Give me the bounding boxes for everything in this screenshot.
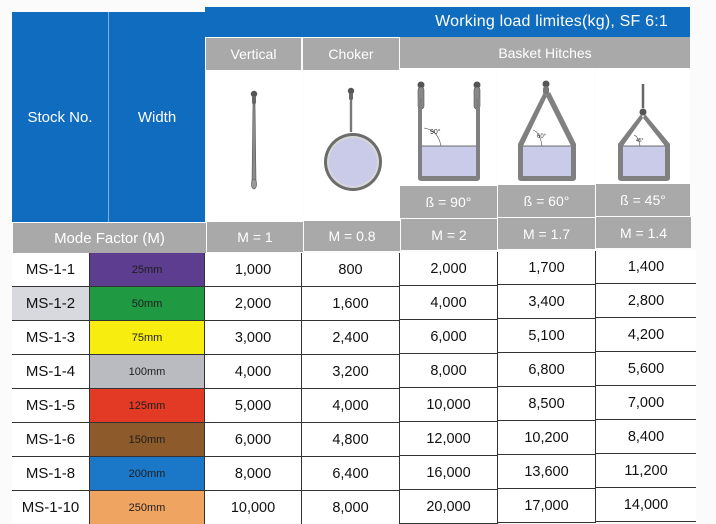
stock-number-cell: MS-1-5 <box>12 389 89 423</box>
stock-number-cell: MS-1-6 <box>12 423 89 457</box>
mode-factor-choker: M = 0.8 <box>304 221 400 251</box>
basket-hitch-90-icon: 90° <box>417 81 481 181</box>
load-value-cell: 2,400 <box>302 321 400 355</box>
load-value-cell: 3,200 <box>302 355 400 389</box>
load-value-cell: 7,000 <box>596 386 696 420</box>
col-header-basket-hitches: Basket Hitches <box>400 37 690 68</box>
load-value-cell: 6,000 <box>400 320 498 354</box>
mode-factor-vertical: M = 1 <box>207 222 303 252</box>
load-value-cell: 2,000 <box>205 287 302 321</box>
load-value-cell: 2,000 <box>400 252 498 286</box>
load-value-cell: 14,000 <box>596 488 696 522</box>
load-value-cell: 1,400 <box>596 250 696 284</box>
stock-number-cell: MS-1-4 <box>12 355 89 389</box>
load-value-cell: 10,000 <box>205 491 302 524</box>
load-value-cell: 8,000 <box>205 457 302 491</box>
width-color-swatch: 200mm <box>89 457 205 491</box>
load-value-cell: 8,000 <box>400 354 498 388</box>
load-value-cell: 5,000 <box>205 389 302 423</box>
load-value-cell: 4,000 <box>400 286 498 320</box>
stock-number-cell: MS-1-1 <box>12 253 89 287</box>
width-header: Width <box>109 12 205 222</box>
load-value-cell: 8,000 <box>302 491 400 524</box>
stock-number-cell: MS-1-8 <box>12 457 89 491</box>
load-value-cell: 10,000 <box>400 388 498 422</box>
width-color-swatch: 50mm <box>89 287 205 321</box>
choker-sling-icon <box>324 87 382 191</box>
basket-60-diagram-cell: 60° <box>498 68 595 186</box>
load-value-cell: 8,400 <box>596 420 696 454</box>
svg-text:90°: 90° <box>430 128 441 136</box>
load-value-cell: 4,200 <box>596 318 696 352</box>
mode-factor-label: Mode Factor (M) <box>13 223 206 253</box>
stock-number-cell: MS-1-2 <box>12 287 89 321</box>
table-title: Working load limites(kg), SF 6:1 <box>205 7 690 37</box>
vertical-diagram-cell <box>206 70 302 222</box>
load-value-cell: 3,000 <box>205 321 302 355</box>
load-value-cell: 4,800 <box>302 423 400 457</box>
mode-factor-basket-60: M = 1.7 <box>498 218 595 249</box>
load-value-cell: 800 <box>302 253 400 287</box>
load-value-cell: 20,000 <box>400 490 498 524</box>
load-value-cell: 12,000 <box>400 422 498 456</box>
width-color-swatch: 150mm <box>89 423 205 457</box>
width-color-swatch: 25mm <box>89 253 205 287</box>
beta-90-label: ß = 90° <box>400 186 497 218</box>
load-value-cell: 6,800 <box>498 353 596 387</box>
beta-45-label: ß = 45° <box>596 184 690 216</box>
choker-diagram-cell <box>303 70 400 222</box>
load-value-cell: 4,000 <box>205 355 302 389</box>
svg-text:45°: 45° <box>636 138 644 144</box>
width-color-swatch: 75mm <box>89 321 205 355</box>
stock-number-cell: MS-1-3 <box>12 321 89 355</box>
basket-hitch-45-icon: 45° <box>618 84 670 181</box>
basket-45-diagram-cell: 45° <box>596 68 690 186</box>
load-value-cell: 5,100 <box>498 319 596 353</box>
basket-hitch-60-icon: 60° <box>518 80 576 181</box>
col-header-choker: Choker <box>303 38 399 70</box>
load-value-cell: 11,200 <box>596 454 696 488</box>
svg-text:60°: 60° <box>537 134 547 140</box>
load-value-cell: 1,700 <box>498 251 596 285</box>
load-value-cell: 16,000 <box>400 456 498 490</box>
header-divider <box>108 12 109 222</box>
load-value-cell: 17,000 <box>498 489 596 523</box>
width-color-swatch: 125mm <box>89 389 205 423</box>
stock-number-cell: MS-1-10 <box>12 491 89 524</box>
load-value-cell: 4,000 <box>302 389 400 423</box>
mode-factor-basket-45: M = 1.4 <box>596 217 691 248</box>
col-header-vertical: Vertical <box>206 38 301 70</box>
width-color-swatch: 250mm <box>89 491 205 524</box>
load-value-cell: 5,600 <box>596 352 696 386</box>
stock-no-header: Stock No. <box>12 12 108 222</box>
beta-60-label: ß = 60° <box>498 185 595 217</box>
load-value-cell: 3,400 <box>498 285 596 319</box>
width-color-swatch: 100mm <box>89 355 205 389</box>
vertical-sling-icon <box>250 90 258 190</box>
load-value-cell: 1,600 <box>302 287 400 321</box>
load-value-cell: 6,400 <box>302 457 400 491</box>
load-value-cell: 2,800 <box>596 284 696 318</box>
mode-factor-basket-90: M = 2 <box>401 219 497 250</box>
load-value-cell: 8,500 <box>498 387 596 421</box>
load-value-cell: 13,600 <box>498 455 596 489</box>
load-value-cell: 10,200 <box>498 421 596 455</box>
load-value-cell: 1,000 <box>205 253 302 287</box>
load-value-cell: 6,000 <box>205 423 302 457</box>
basket-90-diagram-cell: 90° <box>400 68 497 186</box>
